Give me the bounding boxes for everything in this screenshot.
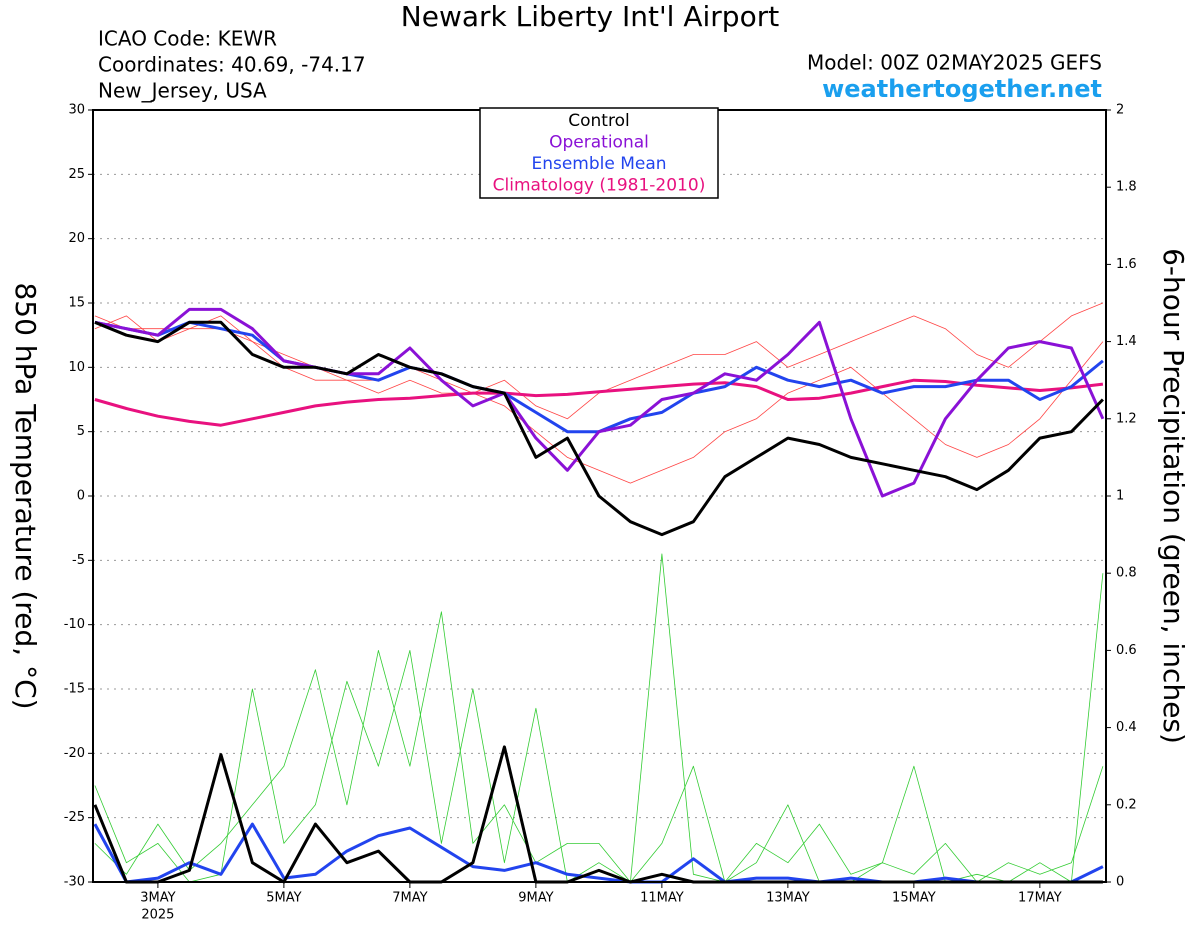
y2-tick-label: 1.4 [1116, 334, 1137, 349]
y-tick-label: 0 [77, 489, 85, 504]
model-label: Model: 00Z 02MAY2025 GEFS [807, 51, 1102, 75]
x-tick-label: 15MAY [892, 891, 936, 906]
chart-title: Newark Liberty Int'l Airport [401, 0, 779, 33]
series-line [94, 315, 1104, 484]
y-tick-label: 20 [68, 231, 85, 246]
x-tick-label: 11MAY [640, 891, 684, 906]
info-line: Coordinates: 40.69, -74.17 [98, 53, 366, 77]
info-line: ICAO Code: KEWR [98, 27, 277, 51]
series-line [94, 378, 1104, 427]
y-tick-label: 30 [68, 103, 85, 118]
y-axis-title: 850 hPa Temperature (red, °C) [9, 282, 42, 709]
series-line [94, 302, 1104, 420]
y-tick-label: 5 [77, 424, 85, 439]
legend-entry: Ensemble Mean [531, 154, 666, 174]
y-tick-label: -10 [64, 617, 85, 632]
y-tick-label: -15 [64, 682, 85, 697]
series-line [94, 573, 1104, 883]
y-tick-label: -5 [72, 553, 85, 568]
y2-tick-label: 0.6 [1116, 643, 1137, 658]
series-line [94, 320, 1104, 537]
series-line [93, 822, 1104, 884]
x-tick-label: 17MAY [1018, 891, 1062, 906]
x-tick-label: 5MAY [266, 891, 301, 906]
legend-entry: Operational [549, 133, 649, 153]
legend-box [479, 107, 719, 199]
legend-entry: Control [568, 111, 629, 131]
y-tick-label: -30 [64, 875, 85, 890]
y2-tick-label: 0 [1116, 875, 1124, 890]
x-tick-label: 9MAY [518, 891, 553, 906]
y-tick-label: 15 [68, 296, 85, 311]
x-tick-label: 3MAY [140, 891, 175, 906]
y2-tick-label: 1.2 [1116, 411, 1137, 426]
y2-tick-label: 0.4 [1116, 720, 1137, 735]
x-tick-label: 13MAY [766, 891, 810, 906]
y2-tick-label: 1 [1116, 489, 1124, 504]
y2-tick-label: 0.8 [1116, 566, 1137, 581]
y2-axis-title: 6-hour Precipitation (green, inches) [1157, 248, 1190, 744]
series-line [93, 745, 1103, 884]
source-label: weathertogether.net [822, 75, 1102, 103]
series-line [94, 307, 1105, 498]
y2-tick-label: 1.6 [1116, 257, 1137, 272]
y2-tick-label: 2 [1116, 103, 1124, 118]
y-tick-label: 10 [68, 360, 85, 375]
series-line [94, 553, 1104, 883]
y-tick-label: -25 [64, 810, 85, 825]
legend-entry: Climatology (1981-2010) [493, 176, 706, 196]
y2-tick-label: 0.2 [1116, 797, 1137, 812]
x-year-label: 2025 [141, 908, 174, 923]
y-tick-label: -20 [64, 746, 85, 761]
x-tick-label: 7MAY [392, 891, 427, 906]
y-tick-label: 25 [68, 167, 85, 182]
info-line: New_Jersey, USA [98, 79, 267, 103]
y2-tick-label: 1.8 [1116, 180, 1137, 195]
